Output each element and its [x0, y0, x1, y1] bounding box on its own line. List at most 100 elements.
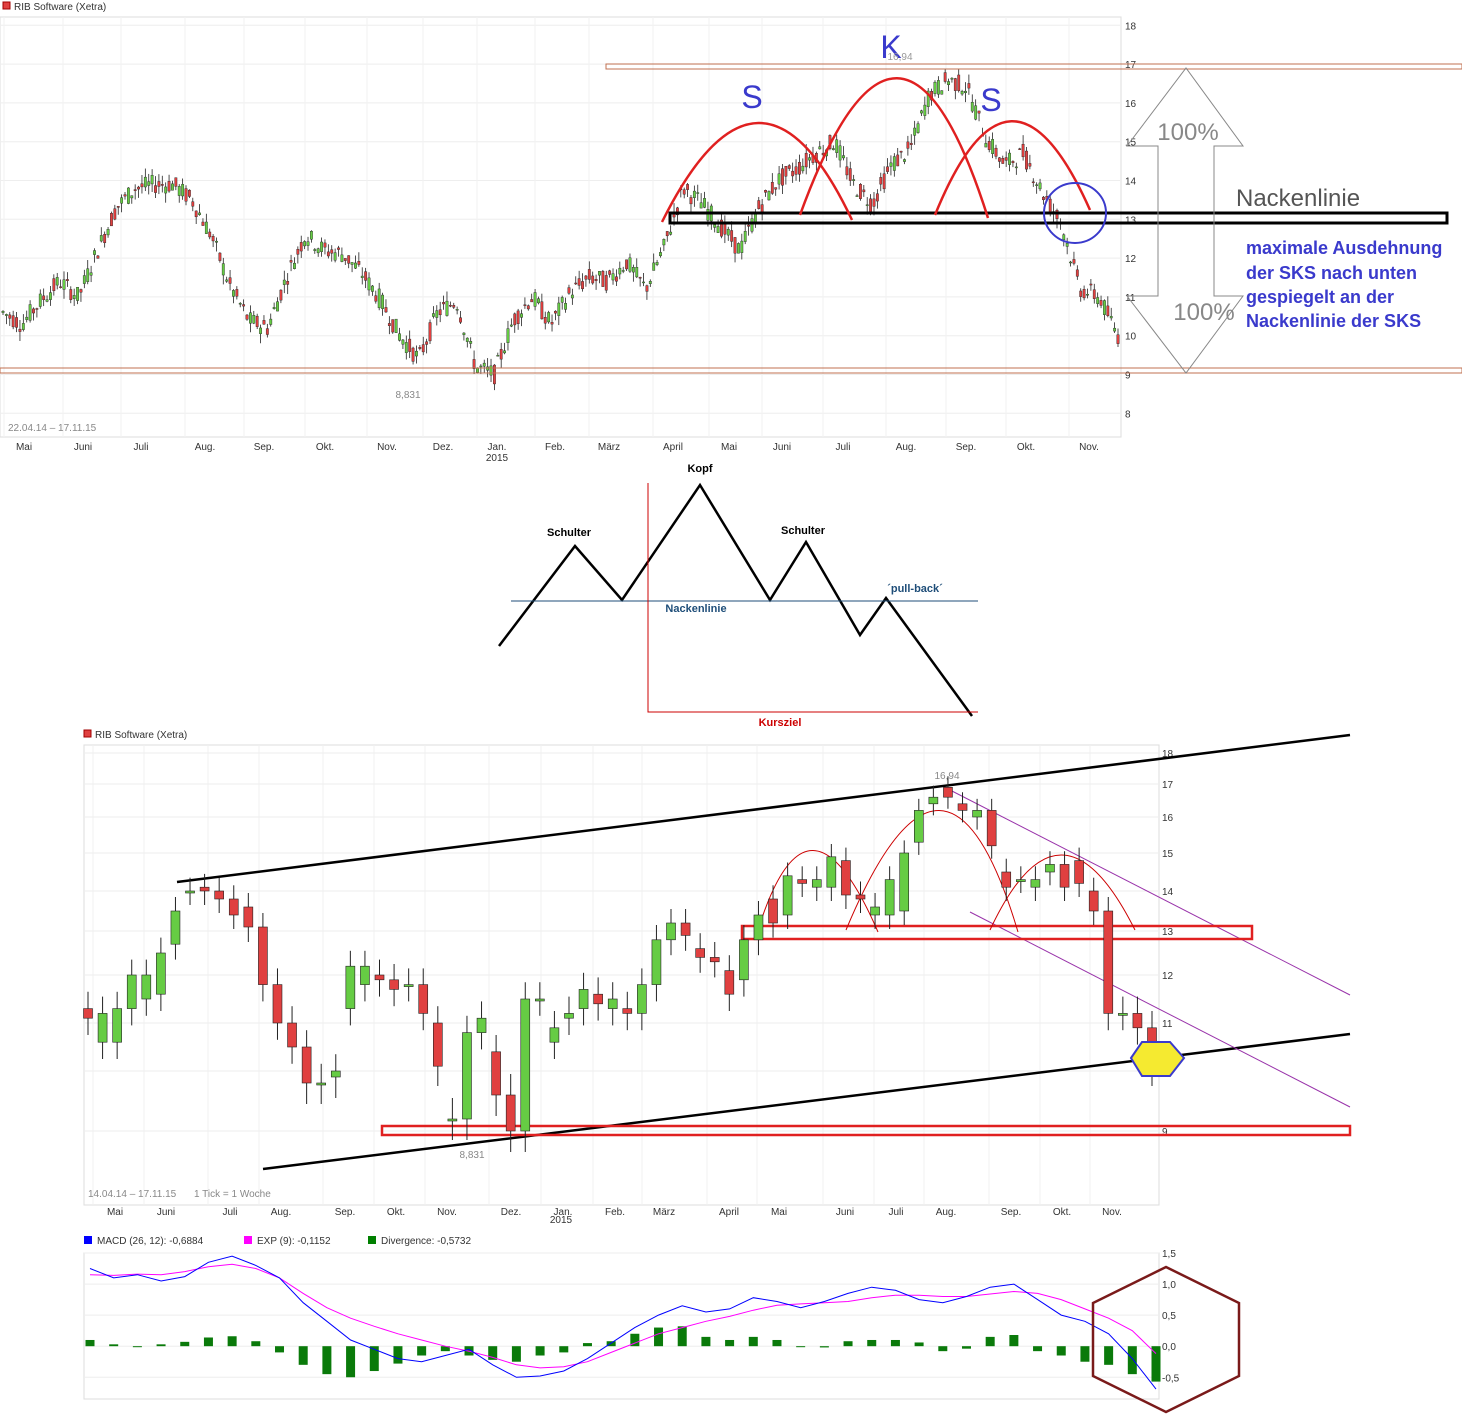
- chart1-candle-body: [398, 333, 401, 341]
- macd-divergence-bar: [796, 1346, 806, 1348]
- macd-divergence-bar: [559, 1346, 569, 1353]
- chart2-title: RIB Software (Xetra): [95, 730, 187, 741]
- chart1-candle-body: [415, 350, 418, 357]
- chart1-candle-body: [59, 286, 63, 288]
- chart1-candles: [1, 69, 1120, 391]
- chart1-candle-body: [784, 166, 788, 177]
- chart1-candle-body: [1031, 181, 1035, 184]
- chart1-candle-body: [706, 209, 710, 221]
- chart2-candle-body: [1001, 871, 1012, 888]
- chart1-x-tick: Okt.: [316, 442, 334, 453]
- macd-divergence-bar: [630, 1333, 640, 1347]
- chart2-candle-body: [870, 906, 880, 916]
- chart2-low-label: 8,831: [459, 1150, 484, 1161]
- chart1-candle-body: [503, 350, 506, 354]
- macd-divergence-bar: [393, 1346, 403, 1364]
- chart2-candle-body: [360, 965, 370, 985]
- chart1-x-tick: Nov.: [377, 442, 397, 453]
- chart2-year-label: 2015: [550, 1215, 573, 1226]
- chart2-x-axis: Mai Juni Juli Aug. Sep. Okt. Nov. Dez. Jan. Feb. M…: [107, 1207, 1122, 1218]
- chart2-date-range: 14.04.14 – 17.11.15: [88, 1189, 177, 1200]
- chart1-arrow-down: [1125, 218, 1244, 374]
- chart1-candle-body: [991, 139, 995, 154]
- chart2-candle-body: [505, 1094, 516, 1132]
- chart1-candle-body: [211, 236, 215, 242]
- chart1-candle-body: [262, 320, 266, 325]
- chart2-candle-body: [855, 894, 866, 900]
- chart1-candle-body: [143, 176, 147, 188]
- chart1-candle-body: [394, 318, 398, 333]
- chart2-candle-body: [462, 1032, 472, 1120]
- chart1-candle-body: [25, 316, 29, 320]
- chart1-candle-body: [533, 292, 537, 307]
- chart1-candle-body: [750, 218, 754, 232]
- chart1-shoulder-right-arc: [933, 120, 1092, 216]
- macd-divergence-bar: [132, 1346, 142, 1348]
- chart1-candle-body: [113, 208, 117, 220]
- chart1-candle-body: [838, 145, 842, 161]
- chart2-candle-body: [447, 1118, 458, 1122]
- chart2-candle-body: [156, 952, 166, 995]
- chart2-candle-body: [374, 974, 385, 981]
- chart2-x-tick: Feb.: [605, 1207, 625, 1218]
- chart1-head-label: K: [880, 29, 901, 65]
- chart1-candle-body: [964, 90, 967, 94]
- chart1-candle-body: [293, 262, 296, 269]
- chart1-shoulder-right-label: S: [980, 82, 1001, 118]
- chart1-candle-body: [682, 189, 686, 195]
- chart1-candle-body: [899, 150, 903, 153]
- chart2-x-tick: Sep.: [335, 1207, 356, 1218]
- macd-divergence-bar: [203, 1337, 213, 1347]
- chart1-candle-body: [42, 295, 46, 300]
- chart1-candle-body: [591, 275, 595, 284]
- chart1-candle-body: [760, 204, 764, 213]
- chart2-x-tick: Juni: [157, 1207, 175, 1218]
- macd-divergence-bar: [701, 1336, 711, 1347]
- chart2-candle-body: [986, 810, 997, 847]
- chart1-x-tick: Feb.: [545, 442, 565, 453]
- macd-line: [89, 1255, 1157, 1390]
- chart1-candle-body: [733, 237, 737, 254]
- chart1-candle-body: [859, 183, 862, 199]
- chart1-candle-body: [570, 294, 574, 299]
- chart1-candle-body: [804, 152, 808, 168]
- chart1-candle-body: [160, 184, 164, 186]
- chart1-candle-body: [662, 239, 666, 246]
- chart1-candle-body: [435, 310, 439, 318]
- chart1-candle-body: [408, 338, 412, 352]
- chart1-candle-body: [547, 312, 551, 323]
- chart1-candle-body: [133, 189, 137, 191]
- chart2-neck-zone: [740, 924, 1254, 941]
- chart1-candle-body: [181, 184, 185, 197]
- chart1-candle-body: [452, 305, 456, 308]
- chart2-candle-body: [782, 875, 793, 916]
- chart1-candle-body: [157, 181, 161, 187]
- chart1-candle-body: [743, 231, 747, 242]
- chart1-candle-body: [645, 285, 649, 292]
- chart1-candle-body: [1008, 152, 1011, 165]
- chart2-x-tick: Aug.: [271, 1207, 292, 1218]
- chart1-candle-body: [1109, 316, 1113, 319]
- chart1-candle-body: [621, 270, 625, 272]
- chart1-candle-body: [848, 168, 852, 181]
- chart1-candle-body: [347, 255, 351, 264]
- chart1-x-tick: Jan.: [488, 442, 507, 453]
- chart1-candle-body: [357, 261, 361, 265]
- chart1-candle-body: [577, 278, 581, 286]
- chart1-candle-body: [798, 161, 801, 175]
- chart1-candle-body: [459, 317, 462, 323]
- chart1-x-tick: Sep.: [956, 442, 977, 453]
- chart1-x-tick: Juli: [835, 442, 850, 453]
- chart2-candle-body: [753, 914, 764, 941]
- chart1-candle-body: [303, 241, 307, 247]
- chart1-candle-body: [167, 181, 171, 192]
- chart1-candle-body: [970, 102, 974, 112]
- chart2-candle-body: [345, 965, 356, 1009]
- chart1-candle-body: [86, 268, 90, 282]
- chart1-candle-body: [1042, 196, 1045, 201]
- chart2-candle-body: [578, 989, 589, 1009]
- chart1-x-tick: Mai: [721, 442, 737, 453]
- chart1-candle-body: [587, 269, 591, 280]
- chart2-candle-body: [476, 1017, 487, 1033]
- chart1-candle-body: [360, 275, 364, 278]
